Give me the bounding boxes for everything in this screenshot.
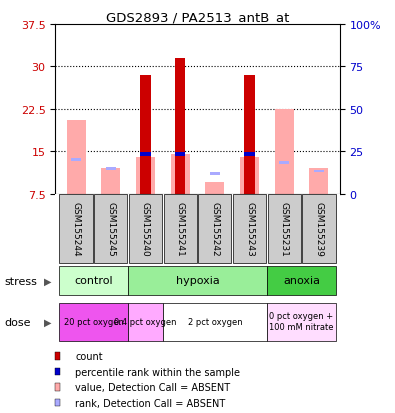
- Text: rank, Detection Call = ABSENT: rank, Detection Call = ABSENT: [75, 398, 225, 408]
- Title: GDS2893 / PA2513_antB_at: GDS2893 / PA2513_antB_at: [106, 11, 289, 24]
- Text: GSM155245: GSM155245: [106, 202, 115, 256]
- Bar: [59, 266, 128, 296]
- Bar: [210, 173, 220, 176]
- Bar: [244, 76, 255, 194]
- Text: count: count: [75, 351, 103, 361]
- Bar: [164, 195, 197, 263]
- Text: GSM155241: GSM155241: [176, 202, 184, 256]
- Bar: [129, 195, 162, 263]
- Text: control: control: [74, 275, 113, 285]
- Bar: [140, 76, 151, 194]
- Text: GSM155239: GSM155239: [314, 202, 324, 256]
- Bar: [244, 153, 255, 156]
- Bar: [198, 195, 231, 263]
- Bar: [128, 304, 163, 341]
- Bar: [175, 153, 185, 156]
- Bar: [71, 159, 81, 161]
- Bar: [140, 153, 151, 156]
- Text: 0 pct oxygen +
100 mM nitrate: 0 pct oxygen + 100 mM nitrate: [269, 312, 334, 331]
- Text: 2 pct oxygen: 2 pct oxygen: [188, 317, 242, 326]
- Bar: [267, 195, 301, 263]
- Text: ▶: ▶: [44, 276, 51, 286]
- Bar: [302, 195, 335, 263]
- Text: GSM155231: GSM155231: [280, 202, 289, 256]
- Bar: [240, 157, 259, 194]
- Text: hypoxia: hypoxia: [176, 275, 219, 285]
- Bar: [275, 109, 294, 194]
- Text: 0.4 pct oxygen: 0.4 pct oxygen: [114, 317, 177, 326]
- Bar: [101, 169, 120, 194]
- Bar: [136, 157, 155, 194]
- Bar: [279, 161, 290, 164]
- Text: percentile rank within the sample: percentile rank within the sample: [75, 367, 240, 377]
- Text: GSM155240: GSM155240: [141, 202, 150, 256]
- Text: GSM155243: GSM155243: [245, 202, 254, 256]
- Bar: [60, 195, 93, 263]
- Text: stress: stress: [4, 276, 37, 286]
- Bar: [314, 170, 324, 173]
- Bar: [105, 167, 116, 170]
- Bar: [171, 154, 190, 194]
- Bar: [94, 195, 128, 263]
- Text: ▶: ▶: [44, 317, 51, 327]
- Bar: [163, 304, 267, 341]
- Text: GSM155244: GSM155244: [71, 202, 81, 256]
- Text: value, Detection Call = ABSENT: value, Detection Call = ABSENT: [75, 382, 230, 392]
- Bar: [267, 266, 336, 296]
- Text: GSM155242: GSM155242: [211, 202, 219, 256]
- Bar: [267, 304, 336, 341]
- Text: anoxia: anoxia: [283, 275, 320, 285]
- Text: 20 pct oxygen: 20 pct oxygen: [64, 317, 123, 326]
- Bar: [175, 59, 185, 194]
- Bar: [128, 266, 267, 296]
- Bar: [67, 121, 86, 194]
- Text: dose: dose: [4, 317, 30, 327]
- Bar: [205, 183, 224, 194]
- Bar: [309, 169, 328, 194]
- Bar: [59, 304, 128, 341]
- Bar: [233, 195, 266, 263]
